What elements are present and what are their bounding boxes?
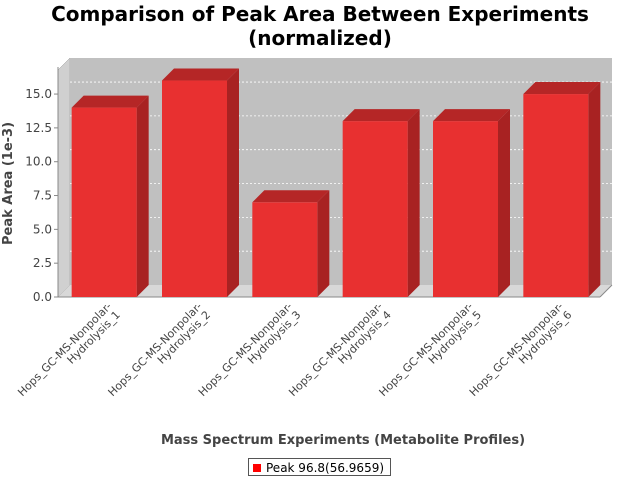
- floor-edge: [599, 284, 613, 298]
- chart-title-line-1: Comparison of Peak Area Between Experime…: [51, 2, 589, 26]
- legend: Peak 96.8(56.9659): [248, 458, 392, 476]
- bar-front: [162, 80, 227, 297]
- category-label-line: Hops_GC-MS-Nonpolar-: [377, 300, 476, 399]
- bar-front: [523, 94, 589, 297]
- category-label-line: Hops_GC-MS-Nonpolar-: [15, 300, 114, 399]
- bar-top: [342, 109, 420, 122]
- bar: [433, 109, 510, 297]
- bar-top: [162, 68, 239, 81]
- chart-title-line-2: (normalized): [248, 26, 392, 50]
- legend-label: Peak 96.8(56.9659): [266, 461, 385, 475]
- bar-side: [588, 82, 601, 297]
- bar: [523, 82, 601, 297]
- plot-background: [70, 58, 612, 285]
- bar-front: [433, 121, 498, 297]
- y-tick-label: 10.0: [25, 155, 52, 169]
- bar: [71, 95, 149, 298]
- y-tick-label: 7.5: [33, 189, 52, 203]
- y-axis-label: Peak Area (1e-3): [1, 122, 16, 245]
- y-tick-label: 15.0: [25, 87, 52, 101]
- bar-front: [342, 121, 408, 297]
- y-tick-label: 0.0: [33, 290, 52, 304]
- bar-side: [227, 68, 239, 297]
- bar-top: [523, 82, 601, 95]
- category-label: Hops_GC-MS-Nonpolar-Hydrolysis_6: [467, 300, 575, 408]
- bar-side: [136, 95, 149, 298]
- bar: [252, 190, 330, 297]
- plot-side-wall: [57, 57, 71, 298]
- bar-front: [252, 202, 318, 297]
- category-label-line: Hops_GC-MS-Nonpolar-: [196, 300, 295, 399]
- bar-front: [71, 107, 137, 298]
- bar-top: [252, 190, 330, 203]
- bar-side: [317, 190, 330, 297]
- bar-side: [498, 109, 510, 297]
- category-label-line: Hops_GC-MS-Nonpolar-: [467, 300, 566, 399]
- category-label-line: Hops_GC-MS-Nonpolar-: [106, 300, 205, 399]
- bar: [342, 109, 420, 297]
- chart-title: Comparison of Peak Area Between Experime…: [0, 2, 640, 50]
- y-tick-label: 2.5: [33, 256, 52, 270]
- bar-top: [71, 95, 149, 108]
- legend-swatch: [253, 464, 261, 472]
- y-tick-label: 12.5: [25, 121, 52, 135]
- x-axis-label: Mass Spectrum Experiments (Metabolite Pr…: [161, 433, 525, 448]
- bar: [162, 68, 239, 297]
- category-label-line: Hops_GC-MS-Nonpolar-: [286, 300, 385, 399]
- bar-top: [433, 109, 510, 122]
- y-tick-label: 5.0: [33, 222, 52, 236]
- bar-side: [407, 109, 420, 297]
